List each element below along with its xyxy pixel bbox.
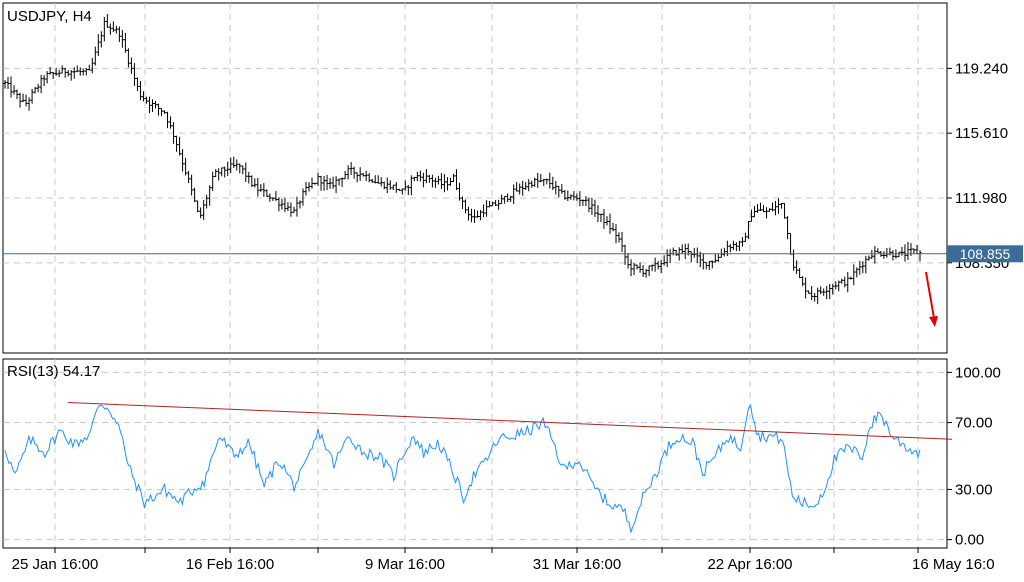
rsi-line: [4, 404, 921, 535]
time-tick-label: 31 Mar 16:00: [533, 556, 621, 573]
rsi-tick-label: 70.00: [955, 415, 993, 432]
down-arrow-icon: [925, 271, 938, 327]
rsi-panel-frame: [2, 358, 948, 549]
rsi-tick-label: 100.00: [955, 364, 1001, 381]
price-tick-label: 115.610: [955, 125, 1008, 142]
time-tick-label: 22 Apr 16:00: [707, 556, 792, 573]
rsi-title: RSI(13) 54.17: [7, 363, 100, 380]
time-tick-label: 9 Mar 16:00: [365, 556, 445, 573]
rsi-tick-label: 30.00: [955, 481, 993, 498]
rsi-trendline: [67, 401, 953, 440]
chart-title: USDJPY, H4: [7, 8, 92, 25]
time-tick-label: 16 May 16:0: [912, 556, 995, 573]
time-axis: 25 Jan 16:00 16 Feb 16:00 9 Mar 16:00 31 Ma…: [3, 547, 995, 573]
rsi-panel: 100.00 70.00 30.00 0.00 RSI(13) 54.17: [2, 358, 1001, 549]
price-panel-frame: [2, 2, 948, 354]
rsi-axis: 100.00 70.00 30.00 0.00: [947, 364, 1001, 549]
price-gridlines: [3, 3, 947, 353]
time-tick-label: 25 Jan 16:00: [12, 556, 99, 573]
current-price-label: 108.855: [960, 246, 1011, 262]
time-tick-label: 16 Feb 16:00: [186, 556, 274, 573]
rsi-tick-label: 0.00: [955, 532, 984, 549]
price-candles: [3, 14, 922, 305]
price-tick-label: 111.980: [955, 190, 1007, 207]
price-tick-label: 119.240: [955, 60, 1008, 77]
rsi-gridlines: [3, 359, 947, 548]
current-price-box: [947, 245, 1023, 263]
